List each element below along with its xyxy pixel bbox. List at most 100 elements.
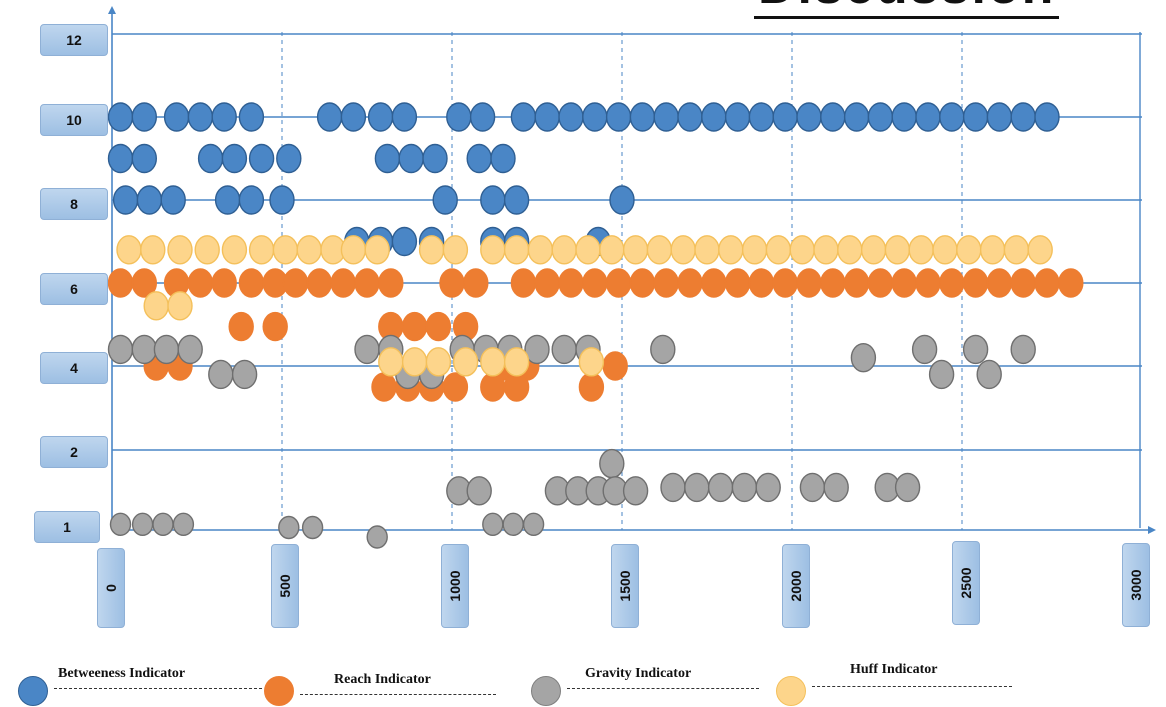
data-point bbox=[354, 268, 380, 298]
x-tick-2500-label: 2500 bbox=[958, 567, 974, 599]
data-point bbox=[153, 334, 180, 365]
data-point bbox=[503, 347, 530, 377]
data-point bbox=[677, 268, 703, 298]
gray-circle-icon bbox=[531, 676, 561, 706]
legend-underline bbox=[300, 694, 496, 695]
data-point bbox=[172, 512, 195, 537]
data-point bbox=[799, 472, 826, 503]
y-tick-1: 1 bbox=[34, 511, 100, 543]
data-point bbox=[646, 235, 673, 265]
data-point bbox=[558, 268, 584, 298]
data-point bbox=[278, 515, 300, 540]
blue-circle-icon bbox=[18, 676, 48, 706]
data-point bbox=[928, 359, 955, 390]
data-point bbox=[463, 268, 489, 298]
data-points bbox=[107, 102, 1084, 549]
data-point bbox=[939, 268, 965, 298]
data-point bbox=[425, 347, 452, 377]
data-point bbox=[187, 268, 214, 298]
x-tick-1000-label: 1000 bbox=[447, 570, 463, 602]
legend-underline bbox=[812, 686, 1012, 687]
data-point bbox=[911, 334, 938, 365]
x-tick-0: 0 bbox=[97, 548, 125, 628]
data-point bbox=[276, 143, 302, 174]
data-point bbox=[238, 268, 265, 298]
data-point bbox=[208, 359, 234, 390]
data-point bbox=[524, 334, 550, 365]
data-point bbox=[452, 347, 479, 377]
data-point bbox=[701, 268, 727, 298]
data-point bbox=[211, 268, 237, 298]
data-point bbox=[1058, 268, 1084, 298]
data-point bbox=[143, 291, 169, 321]
data-point bbox=[694, 235, 720, 265]
data-point bbox=[231, 359, 258, 390]
data-point bbox=[503, 372, 530, 402]
data-point bbox=[605, 268, 632, 298]
data-point bbox=[599, 235, 625, 265]
data-point bbox=[932, 235, 958, 265]
data-point bbox=[748, 102, 775, 132]
x-tick-1500-label: 1500 bbox=[617, 570, 633, 602]
data-point bbox=[366, 525, 388, 549]
data-point bbox=[843, 268, 870, 298]
data-point bbox=[272, 235, 299, 265]
data-point bbox=[228, 311, 254, 342]
data-point bbox=[367, 102, 394, 132]
data-point bbox=[558, 102, 584, 132]
data-point bbox=[238, 185, 265, 215]
data-point bbox=[221, 143, 248, 174]
y-tick-12: 12 bbox=[40, 24, 108, 56]
data-point bbox=[422, 143, 448, 174]
data-point bbox=[724, 102, 751, 132]
y-tick-10: 10 bbox=[40, 104, 108, 136]
data-point bbox=[131, 512, 154, 537]
x-tick-500: 500 bbox=[271, 544, 299, 628]
data-point bbox=[446, 102, 472, 132]
data-point bbox=[398, 143, 424, 174]
data-point bbox=[401, 347, 428, 377]
data-point bbox=[330, 268, 356, 298]
data-point bbox=[131, 334, 158, 365]
data-point bbox=[221, 235, 248, 265]
data-point bbox=[418, 235, 445, 265]
data-point bbox=[741, 235, 768, 265]
data-point bbox=[986, 268, 1013, 298]
data-point bbox=[551, 334, 577, 365]
data-point bbox=[262, 311, 288, 342]
data-point bbox=[432, 185, 458, 215]
x-tick-2000-label: 2000 bbox=[788, 570, 804, 602]
data-point bbox=[503, 185, 530, 215]
data-point bbox=[605, 102, 632, 132]
data-point bbox=[116, 235, 142, 265]
data-point bbox=[772, 102, 798, 132]
data-point bbox=[112, 185, 139, 215]
data-point bbox=[340, 235, 367, 265]
series-huff-indicator bbox=[116, 235, 1053, 377]
series-betweeness-indicator bbox=[107, 102, 1060, 257]
data-point bbox=[480, 347, 506, 377]
data-point bbox=[510, 102, 537, 132]
legend-item-reach: Reach Indicator bbox=[264, 662, 504, 706]
x-tick-3000-label: 3000 bbox=[1128, 569, 1144, 601]
data-point bbox=[248, 235, 275, 265]
data-point bbox=[131, 102, 158, 132]
data-point bbox=[214, 185, 241, 215]
data-point bbox=[1027, 235, 1053, 265]
yellow-circle-icon bbox=[776, 676, 806, 706]
data-point bbox=[378, 268, 404, 298]
data-point bbox=[490, 143, 516, 174]
data-point bbox=[534, 268, 560, 298]
y-tick-6: 6 bbox=[40, 273, 108, 305]
data-point bbox=[354, 334, 380, 365]
data-point bbox=[796, 268, 822, 298]
data-point bbox=[177, 334, 203, 365]
data-point bbox=[439, 268, 465, 298]
data-point bbox=[796, 102, 822, 132]
data-point bbox=[860, 235, 887, 265]
data-point bbox=[163, 102, 190, 132]
data-point bbox=[187, 102, 214, 132]
data-point bbox=[522, 512, 545, 537]
data-point bbox=[653, 268, 679, 298]
data-point bbox=[939, 102, 965, 132]
